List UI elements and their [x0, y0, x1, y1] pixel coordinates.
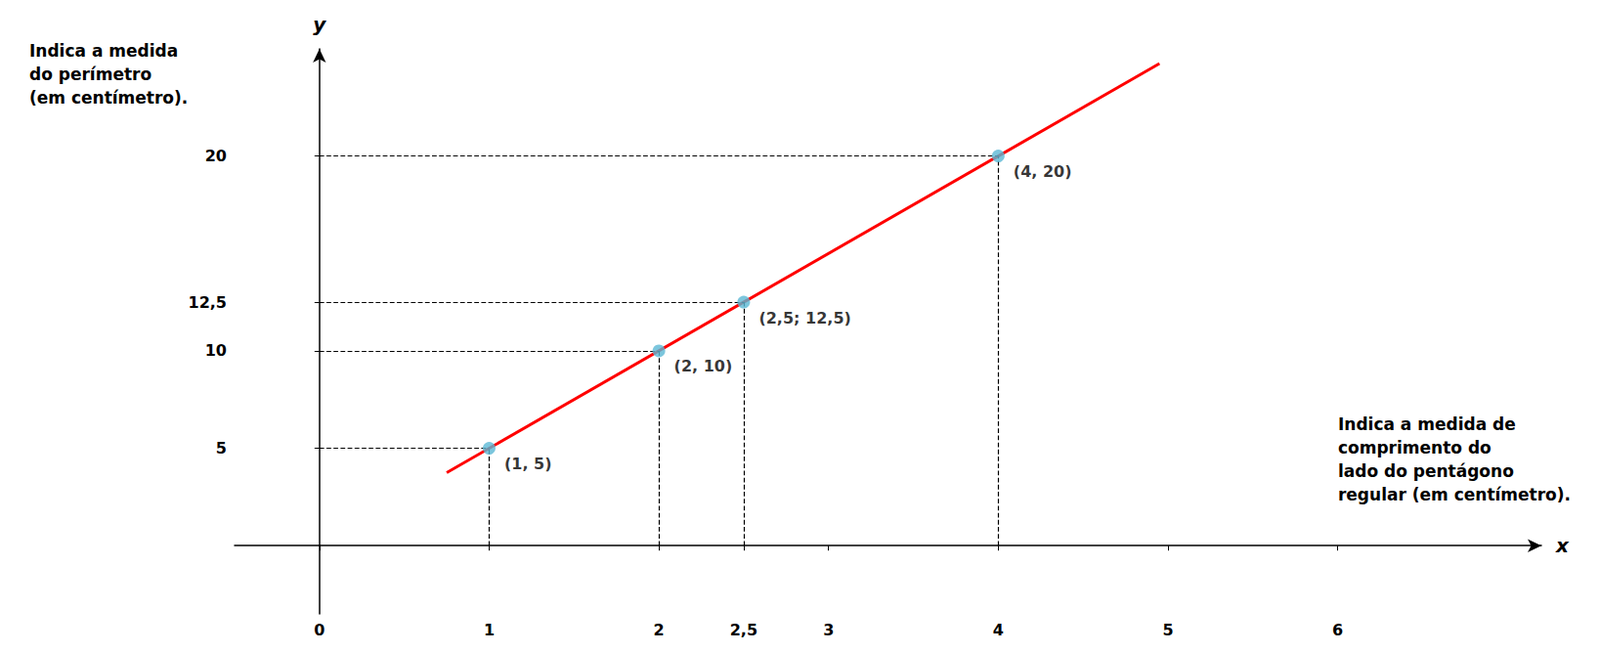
svg-text:6: 6	[1332, 620, 1343, 640]
svg-text:20: 20	[205, 146, 227, 166]
svg-text:regular (em centímetro).: regular (em centímetro).	[1338, 484, 1571, 505]
svg-text:x: x	[1555, 533, 1570, 558]
svg-text:2,5: 2,5	[730, 620, 758, 640]
svg-text:10: 10	[205, 341, 227, 360]
svg-text:0: 0	[313, 620, 325, 640]
svg-text:lado do pentágono: lado do pentágono	[1338, 461, 1514, 481]
svg-text:(1, 5): (1, 5)	[504, 454, 553, 474]
svg-text:3: 3	[822, 620, 834, 640]
svg-text:do perímetro: do perímetro	[29, 64, 152, 85]
svg-text:5: 5	[216, 438, 227, 458]
svg-text:(4, 20): (4, 20)	[1013, 162, 1073, 181]
svg-text:Indica a medida de: Indica a medida de	[1338, 414, 1516, 434]
svg-text:y: y	[312, 12, 327, 37]
svg-text:Indica a medida: Indica a medida	[29, 41, 178, 61]
svg-text:comprimento do: comprimento do	[1338, 437, 1492, 458]
svg-text:(2, 10): (2, 10)	[674, 356, 734, 376]
svg-text:2: 2	[653, 620, 665, 640]
svg-text:(2,5; 12,5): (2,5; 12,5)	[758, 308, 851, 328]
svg-text:5: 5	[1162, 620, 1173, 640]
svg-text:4: 4	[993, 620, 1004, 640]
svg-text:(em centímetro).: (em centímetro).	[29, 87, 188, 108]
svg-text:12,5: 12,5	[188, 293, 227, 312]
svg-text:1: 1	[483, 620, 495, 640]
